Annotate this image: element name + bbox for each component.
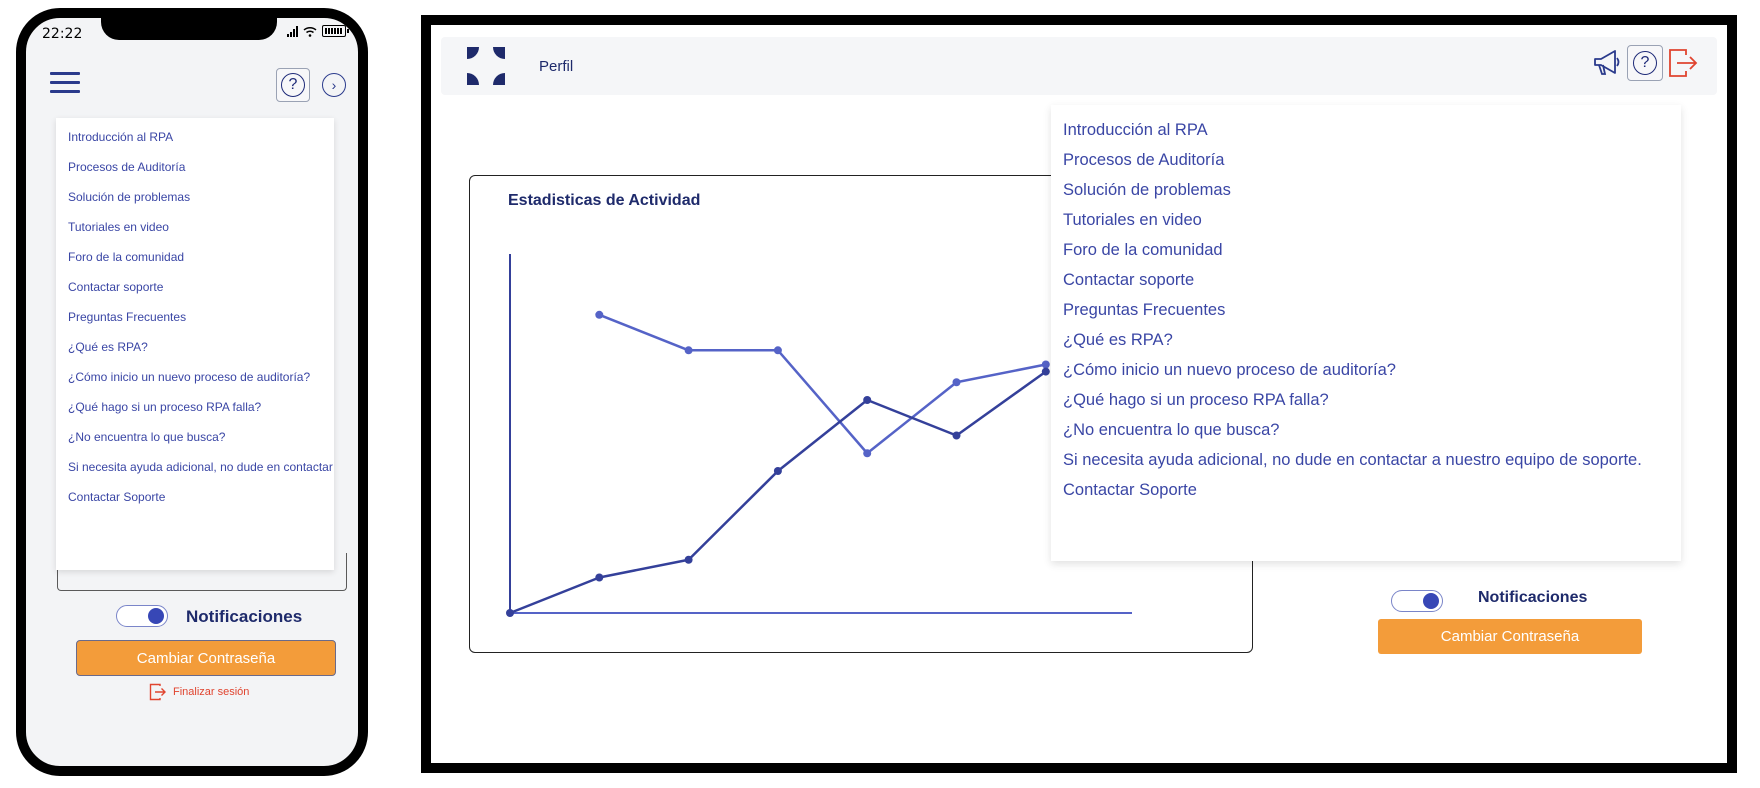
menu-item-faq[interactable]: Preguntas Frecuentes: [68, 310, 187, 324]
menu-item-what-is-rpa[interactable]: ¿Qué es RPA?: [68, 340, 148, 354]
notifications-toggle[interactable]: [1391, 590, 1443, 612]
help-button[interactable]: ?: [276, 68, 310, 102]
change-password-button[interactable]: Cambiar Contraseña: [76, 640, 336, 676]
notifications-toggle[interactable]: [116, 605, 168, 627]
menu-item-audit-processes[interactable]: Procesos de Auditoría: [1063, 151, 1225, 169]
series-2-point: [952, 431, 961, 440]
help-dropdown-menu: Introducción al RPA Procesos de Auditorí…: [1051, 105, 1681, 561]
hamburger-menu-icon[interactable]: [50, 72, 80, 94]
logout-icon[interactable]: [1667, 47, 1699, 79]
menu-item-what-is-rpa[interactable]: ¿Qué es RPA?: [1063, 331, 1173, 349]
menu-item-contact-support-2[interactable]: Contactar Soporte: [68, 490, 166, 504]
series-1-point: [952, 378, 961, 387]
topbar-actions: ?: [1591, 45, 1699, 81]
app-logo: [467, 47, 505, 85]
chevron-right-icon[interactable]: ›: [322, 73, 346, 97]
menu-item-contact-support[interactable]: Contactar soporte: [68, 280, 164, 294]
logout-link[interactable]: Finalizar sesión: [149, 683, 249, 701]
menu-item-troubleshooting[interactable]: Solución de problemas: [1063, 181, 1231, 199]
menu-item-start-audit[interactable]: ¿Cómo inicio un nuevo proceso de auditor…: [68, 370, 311, 384]
status-time: 22:22: [42, 26, 83, 42]
desktop-mockup: Perfil ? Estadisticas de Actividad Intro…: [421, 15, 1737, 773]
change-password-button[interactable]: Cambiar Contraseña: [1378, 619, 1642, 654]
toggle-knob: [148, 608, 164, 624]
series-1-line: [598, 313, 1047, 455]
menu-item-start-audit[interactable]: ¿Cómo inicio un nuevo proceso de auditor…: [1063, 361, 1396, 379]
notifications-label: Notificaciones: [1478, 589, 1588, 606]
profile-link[interactable]: Perfil: [539, 58, 574, 75]
notifications-label: Notificaciones: [186, 607, 303, 626]
activity-line-chart: [506, 254, 1132, 617]
phone-mockup: 22:22 ? › Informes recientes Introducció…: [16, 8, 368, 776]
toggle-knob: [1423, 593, 1439, 609]
series-2-point: [684, 555, 693, 564]
menu-item-additional-help[interactable]: Si necesita ayuda adicional, no dude en …: [1063, 451, 1642, 469]
series-1-point: [863, 449, 872, 458]
help-button[interactable]: ?: [1627, 45, 1663, 81]
menu-item-contact-support[interactable]: Contactar soporte: [1063, 271, 1195, 289]
menu-item-intro-rpa[interactable]: Introducción al RPA: [1063, 121, 1208, 139]
menu-item-community-forum[interactable]: Foro de la comunidad: [1063, 241, 1223, 259]
series-1-point: [773, 346, 782, 355]
series-1-point: [1041, 360, 1050, 369]
signal-icon: [287, 25, 298, 37]
menu-item-rpa-fails[interactable]: ¿Qué hago si un proceso RPA falla?: [68, 400, 262, 414]
series-2-point: [863, 396, 872, 404]
menu-item-troubleshooting[interactable]: Solución de problemas: [68, 190, 191, 204]
series-1-point: [595, 310, 604, 319]
help-icon: ?: [1633, 51, 1657, 75]
phone-notch: [101, 18, 277, 40]
menu-item-contact-support-2[interactable]: Contactar Soporte: [1063, 481, 1197, 499]
menu-item-video-tutorials[interactable]: Tutoriales en video: [68, 220, 169, 234]
logout-icon: [149, 683, 166, 701]
menu-item-intro-rpa[interactable]: Introducción al RPA: [68, 130, 174, 144]
menu-item-rpa-fails[interactable]: ¿Qué hago si un proceso RPA falla?: [1063, 391, 1329, 409]
top-bar: Perfil ?: [441, 37, 1717, 95]
menu-item-not-found[interactable]: ¿No encuentra lo que busca?: [1063, 421, 1280, 439]
menu-item-community-forum[interactable]: Foro de la comunidad: [68, 250, 185, 264]
menu-item-not-found[interactable]: ¿No encuentra lo que busca?: [68, 430, 226, 444]
menu-item-additional-help[interactable]: Si necesita ayuda adicional, no dude en …: [68, 460, 334, 474]
help-dropdown-menu: Introducción al RPA Procesos de Auditorí…: [56, 118, 334, 570]
series-2-point: [506, 609, 514, 617]
menu-item-faq[interactable]: Preguntas Frecuentes: [1063, 301, 1226, 319]
chart-title: Estadisticas de Actividad: [508, 192, 701, 209]
series-1-point: [684, 346, 693, 355]
help-icon: ?: [281, 73, 305, 97]
series-2-line: [509, 370, 1047, 615]
megaphone-icon[interactable]: [1591, 47, 1623, 79]
status-icons: [287, 25, 349, 37]
logout-label: Finalizar sesión: [173, 686, 250, 698]
series-2-point: [595, 573, 604, 582]
menu-item-audit-processes[interactable]: Procesos de Auditoría: [68, 160, 186, 174]
battery-icon: [322, 25, 349, 37]
series-2-point: [1041, 367, 1050, 376]
menu-item-video-tutorials[interactable]: Tutoriales en video: [1063, 211, 1202, 229]
series-2-point: [773, 467, 782, 475]
wifi-icon: [303, 26, 317, 37]
